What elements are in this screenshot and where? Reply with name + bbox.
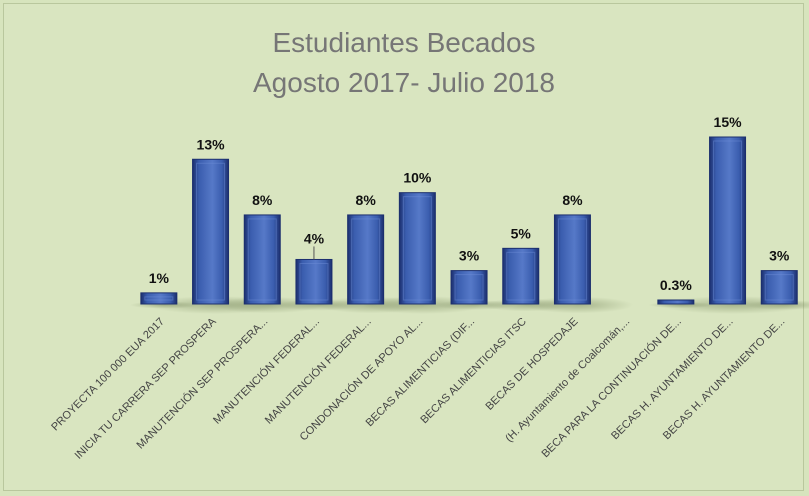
- data-label-13: 3%: [769, 248, 790, 264]
- data-label-12: 15%: [714, 114, 743, 130]
- category-label-1: PROYECTA 100 000 EUA 2017: [49, 316, 167, 434]
- data-label-1: 1%: [149, 270, 170, 286]
- category-label-9: BECAS DE HOSPEDAJE: [483, 316, 580, 413]
- bar-9: [553, 214, 591, 305]
- data-label-4: 4%: [304, 230, 325, 246]
- bar-7: [450, 270, 488, 305]
- bar-bevel: [713, 140, 743, 301]
- bar-3: [243, 214, 281, 305]
- category-label-7: BECAS ALIMENTICIAS (DIF...: [364, 316, 478, 430]
- bar-4: [295, 258, 333, 305]
- chart-title-line-1: Estudiantes Becados: [272, 27, 535, 58]
- bar-bevel: [557, 218, 587, 301]
- bar-11: [657, 299, 695, 305]
- bar-bevel: [247, 218, 277, 301]
- bar-1: [140, 292, 178, 305]
- category-label-8: BECAS ALIMENTICIAS ITSC: [418, 316, 529, 427]
- bar-8: [502, 247, 540, 305]
- data-label-2: 13%: [197, 136, 226, 152]
- bar-bevel: [506, 251, 536, 301]
- data-label-7: 3%: [459, 248, 480, 264]
- data-label-6: 10%: [403, 170, 432, 186]
- category-label-4: MANUTENCIÓN FEDERAL...: [210, 315, 322, 427]
- bar-bevel: [402, 196, 432, 301]
- bar-12: [709, 136, 747, 305]
- bar-bevel: [196, 162, 226, 301]
- data-label-11: 0.3%: [660, 277, 692, 293]
- bar-bevel: [351, 218, 381, 301]
- bar-6: [398, 192, 436, 305]
- data-label-3: 8%: [252, 192, 273, 208]
- bar-bevel: [299, 262, 329, 301]
- data-label-5: 8%: [356, 192, 377, 208]
- bar-bevel: [764, 274, 794, 301]
- data-label-9: 8%: [562, 192, 583, 208]
- bar-13: [760, 270, 798, 305]
- bar-5: [347, 214, 385, 305]
- bar-bevel: [144, 296, 174, 301]
- category-label-5: MANUTENCIÓN FEDERAL...: [262, 315, 374, 427]
- bar-bevel: [454, 274, 484, 301]
- data-label-8: 5%: [511, 225, 532, 241]
- bar-shadow: [523, 296, 634, 314]
- bar-2: [192, 158, 230, 305]
- chart-title-line-2: Agosto 2017- Julio 2018: [253, 67, 555, 98]
